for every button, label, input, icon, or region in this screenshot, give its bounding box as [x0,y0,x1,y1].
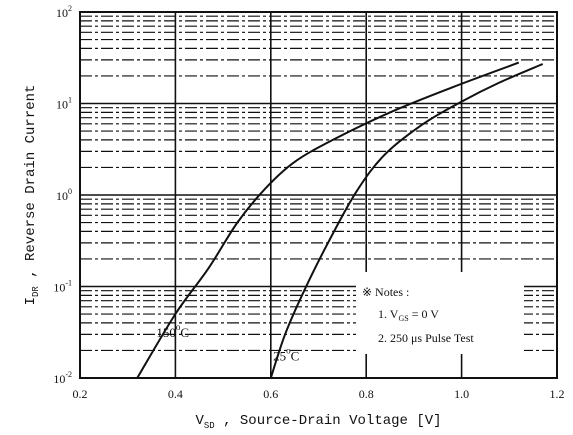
notes-title: ※ Notes : [362,285,409,299]
y-tick-label: 101 [56,96,72,112]
minor-gridlines [80,15,557,352]
major-gridlines [80,12,557,378]
notes-background [356,272,524,354]
curve-label: 150oC [156,322,189,340]
series-line [136,61,520,379]
x-tick-label: 0.8 [359,387,374,401]
note-line-2: 2. 250 μs Pulse Test [378,331,474,345]
y-axis-label: IDR , Reverse Drain Current [23,85,41,306]
y-tick-label: 10-2 [53,370,72,386]
y-tick-label: 102 [56,4,72,20]
series-layer [136,61,544,379]
x-tick-label: 0.2 [73,387,88,401]
x-axis-label: VSD , Source-Drain Voltage [V] [195,413,441,431]
curve-labels: 150oC 25oC [156,322,299,363]
plot-frame [79,11,558,379]
y-tick-labels: 10-2 10-1 100 101 102 [53,4,72,386]
series-line [269,63,544,379]
x-tick-label: 0.4 [168,387,183,401]
y-tick-label: 100 [56,187,72,203]
x-tick-label: 0.6 [263,387,278,401]
note-line-1: 1. VGS = 0 V [378,307,439,323]
x-tick-labels: 0.2 0.4 0.6 0.8 1.0 1.2 [73,387,565,401]
x-tick-label: 1.2 [550,387,565,401]
x-tick-label: 1.0 [454,387,469,401]
notes-box: ※ Notes : 1. VGS = 0 V 2. 250 μs Pulse T… [356,272,524,354]
y-tick-label: 10-1 [53,279,72,295]
curve-label: 25oC [273,346,299,364]
